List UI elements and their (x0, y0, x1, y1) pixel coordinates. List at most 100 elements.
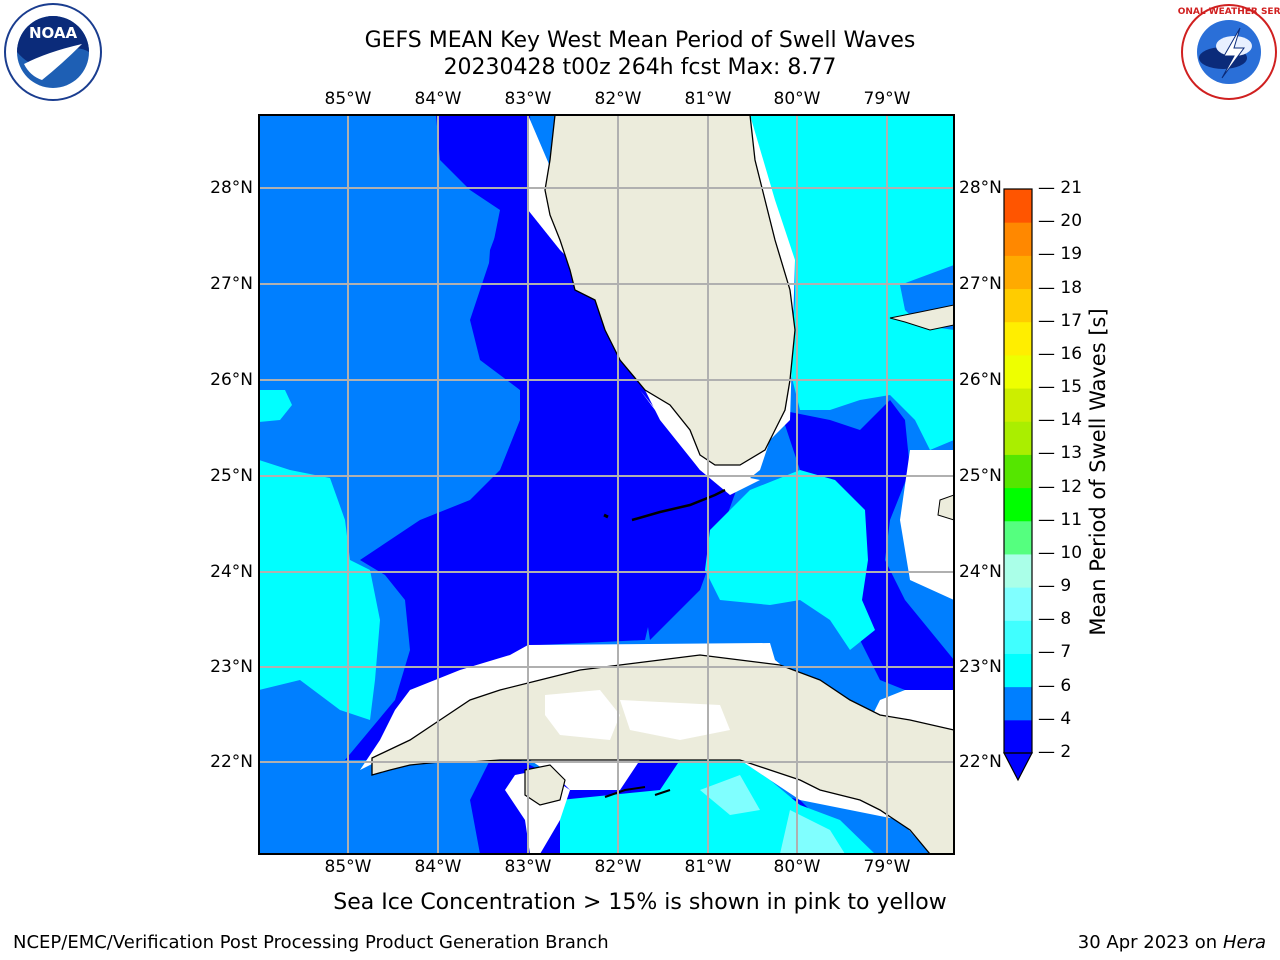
colorbar-frame (1003, 188, 1033, 754)
lat-label-right: 27°N (959, 274, 1002, 294)
colorbar-tick-label: — 6 (1038, 675, 1072, 696)
colorbar-segment (1004, 454, 1032, 489)
florida-keys (603, 513, 609, 519)
florida-keys (631, 488, 726, 522)
colorbar-tick-label: — 17 (1038, 310, 1083, 331)
lon-label-top: 85°W (324, 89, 372, 109)
colorbar-tick-label: — 13 (1038, 443, 1083, 464)
colorbar-tick-label: — 8 (1038, 609, 1072, 630)
lat-label-left: 23°N (210, 657, 253, 677)
colorbar-tick-label: — 9 (1038, 576, 1072, 597)
lat-label-left: 22°N (210, 752, 253, 772)
no-data-region (640, 390, 760, 495)
lat-label-right: 28°N (959, 178, 1002, 198)
map-grid (259, 115, 954, 854)
noaa-logo: NOAA (4, 3, 102, 101)
lat-label-right: 26°N (959, 370, 1002, 390)
colorbar-tick-label: — 12 (1038, 476, 1083, 497)
colorbar-extend-triangle (1003, 752, 1033, 782)
lon-label-bottom: 83°W (504, 857, 552, 877)
lat-label-left: 26°N (210, 370, 253, 390)
footer-date: 30 Apr 2023 on (1077, 932, 1223, 953)
colorbar-segment (1004, 719, 1032, 754)
lat-label-right: 25°N (959, 466, 1002, 486)
period-4-6-region (705, 470, 875, 650)
colorbar-tick-label: — 10 (1038, 542, 1083, 563)
colorbar-segment (1004, 321, 1032, 356)
colorbar-segment (1004, 354, 1032, 389)
lat-label-left: 24°N (210, 562, 253, 582)
lat-label-left: 27°N (210, 274, 253, 294)
colorbar-tick-label: — 2 (1038, 742, 1072, 762)
colorbar-tick-label: — 7 (1038, 642, 1072, 663)
keys-south-cuba (654, 789, 671, 796)
no-data-region (620, 700, 730, 740)
colorbar-segment (1004, 255, 1032, 290)
sea-ice-caption: Sea Ice Concentration > 15% is shown in … (333, 890, 947, 915)
footer-right: 30 Apr 2023 on Hera (1078, 932, 1266, 953)
colorbar-tick-label: — 20 (1038, 211, 1083, 232)
colorbar (1003, 188, 1033, 782)
lat-label-right: 23°N (959, 657, 1002, 677)
lon-label-top: 79°W (863, 89, 911, 109)
footer-left: NCEP/EMC/Verification Post Processing Pr… (13, 932, 609, 953)
land-florida (544, 115, 796, 466)
colorbar-tick-label: — 18 (1038, 277, 1083, 298)
lon-label-top: 83°W (504, 89, 552, 109)
colorbar-segment (1004, 553, 1032, 588)
map-frame (258, 114, 955, 855)
colorbar-tick-label: — 15 (1038, 377, 1083, 398)
colorbar-segment (1004, 686, 1032, 721)
lat-label-left: 25°N (210, 466, 253, 486)
land-cuba (371, 654, 954, 854)
colorbar-segment (1004, 288, 1032, 323)
colorbar-segment (1004, 520, 1032, 555)
colorbar-segment (1004, 653, 1032, 688)
land-bahamas (937, 494, 954, 521)
map-fill (259, 115, 954, 854)
land-isla-juventud (524, 764, 566, 806)
colorbar-tick-label: — 19 (1038, 244, 1083, 265)
lon-label-top: 80°W (773, 89, 821, 109)
colorbar-segment (1004, 222, 1032, 256)
colorbar-tick-label: — 16 (1038, 343, 1083, 364)
period-4-6-region (259, 390, 292, 422)
colorbar-segments (1004, 189, 1032, 754)
lon-label-top: 82°W (594, 89, 642, 109)
lon-label-bottom: 81°W (684, 857, 732, 877)
colorbar-segment (1004, 620, 1032, 654)
colorbar-tick-label: — 21 (1038, 178, 1083, 198)
lon-label-bottom: 82°W (594, 857, 642, 877)
colorbar-tick-label: — 4 (1038, 708, 1072, 729)
no-data-region (900, 450, 954, 600)
period-4-6-region (259, 460, 380, 720)
map-subtitle: 20230428 t00z 264h fcst Max: 8.77 (443, 55, 837, 80)
colorbar-segment (1004, 189, 1032, 223)
lon-label-top: 81°W (684, 89, 732, 109)
svg-text:NOAA: NOAA (29, 24, 78, 42)
period-7-8-region (700, 775, 760, 815)
lon-label-bottom: 84°W (414, 857, 462, 877)
footer-host: Hera (1222, 932, 1266, 953)
period-4-6-region (750, 115, 954, 450)
lat-label-left: 28°N (210, 178, 253, 198)
colorbar-segment (1004, 587, 1032, 621)
lon-label-bottom: 80°W (773, 857, 821, 877)
lon-label-top: 84°W (414, 89, 462, 109)
map-title: GEFS MEAN Key West Mean Period of Swell … (364, 28, 916, 53)
colorbar-tick-labels: — 2 — 4 — 6 — 7 — 8 — 9 — 10 — 11 — 12 — 13 — 14 — … (1030, 178, 1090, 780)
nws-logo: NATIONAL WEATHER SERVICE (1178, 4, 1280, 100)
no-data-region (545, 690, 620, 740)
colorbar-segment (1004, 487, 1032, 522)
svg-text:NATIONAL WEATHER SERVICE: NATIONAL WEATHER SERVICE (1178, 7, 1280, 17)
keys-south-cuba (604, 786, 646, 798)
colorbar-tick-label: — 14 (1038, 410, 1083, 431)
lat-label-right: 22°N (959, 752, 1002, 772)
colorbar-segment (1004, 388, 1032, 422)
colorbar-tick-label: — 11 (1038, 509, 1083, 530)
period-0-2-region (345, 115, 730, 760)
land-bahamas (889, 304, 954, 331)
colorbar-segment (1004, 421, 1032, 455)
lon-label-bottom: 85°W (324, 857, 372, 877)
